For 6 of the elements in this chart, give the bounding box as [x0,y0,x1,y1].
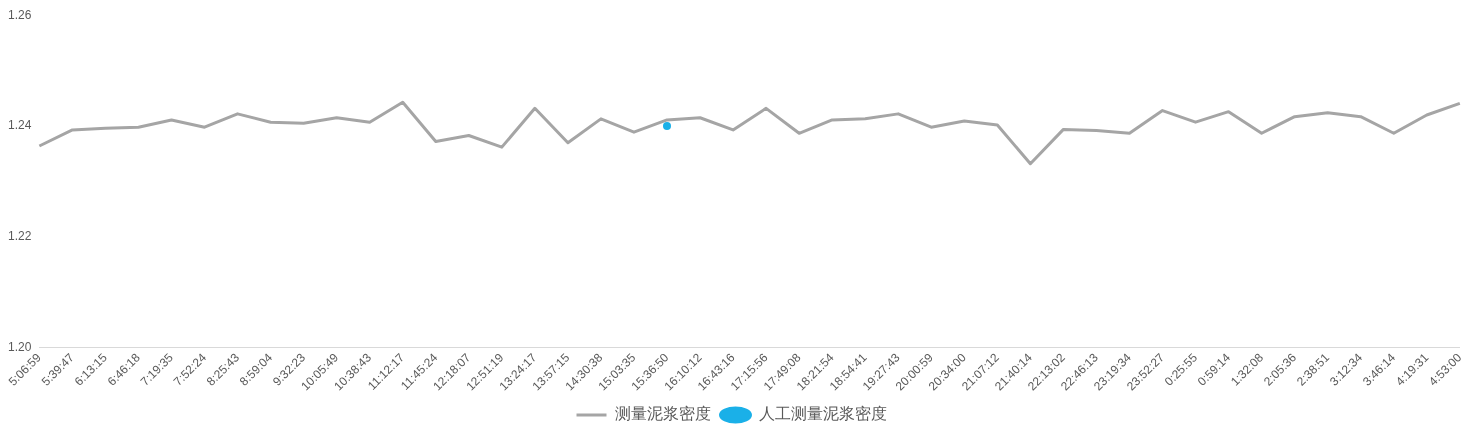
legend-label: 人工测量泥浆密度 [758,404,887,424]
legend-label: 测量泥浆密度 [614,404,711,424]
y-tick-label: 1.20 [8,340,32,355]
y-tick-label: 1.24 [8,118,32,133]
y-tick-label: 1.22 [8,229,32,244]
y-tick-label: 1.26 [8,7,32,22]
